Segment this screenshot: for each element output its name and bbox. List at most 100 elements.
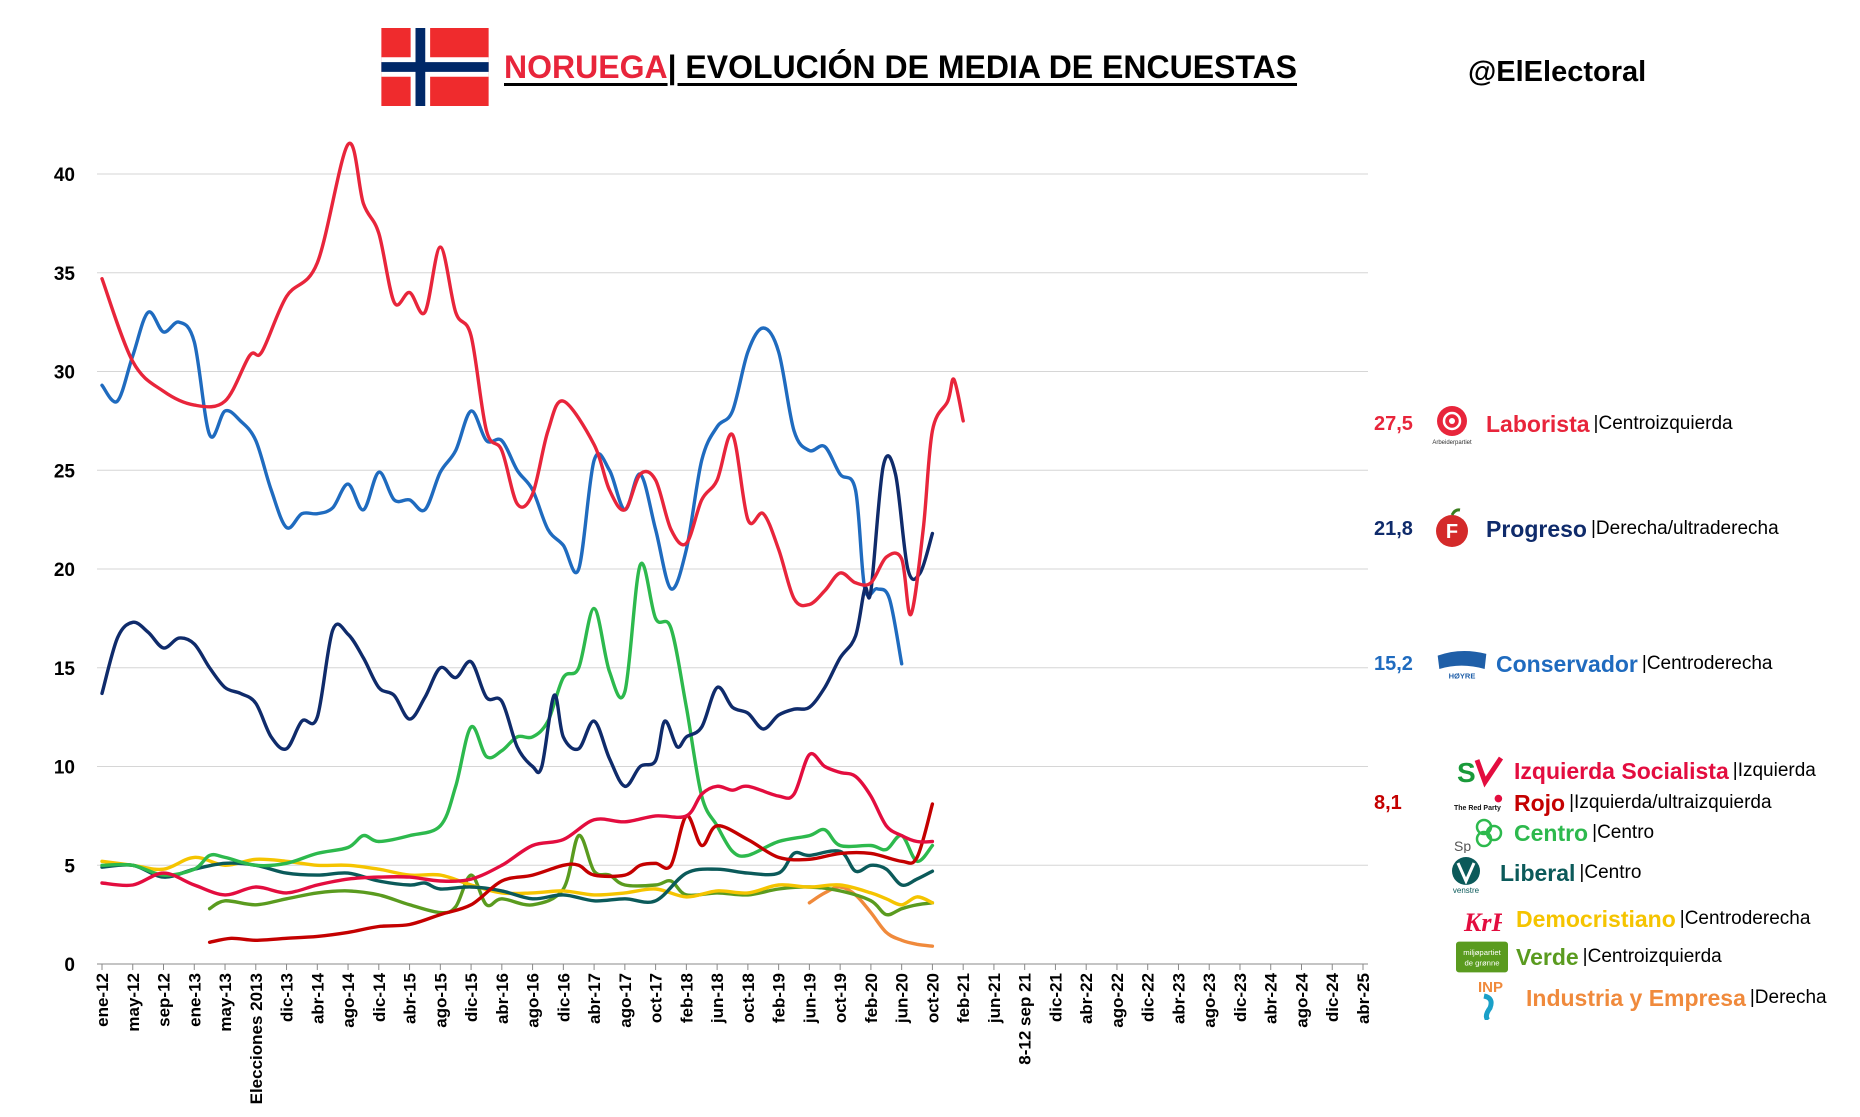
legend-ideology: Derecha/ultraderecha <box>1595 518 1779 539</box>
x-tick-label: jun-21 <box>985 973 1004 1024</box>
series-line-laborista <box>100 141 965 617</box>
legend-item: venstre Liberal | Centro <box>1374 851 1641 895</box>
y-tick-label: 15 <box>54 659 76 680</box>
legend-ideology: Centroizquierda <box>1587 946 1722 967</box>
legend-separator: | <box>1641 653 1647 674</box>
mdg-logo-icon: miljøpartiet de grønne <box>1456 935 1508 979</box>
legend-separator: | <box>1579 862 1585 883</box>
series-line-rojo <box>207 802 935 944</box>
x-tick-label: jun-18 <box>708 973 727 1024</box>
legend-separator: | <box>1732 760 1738 781</box>
x-tick-label: jun-20 <box>893 973 912 1024</box>
x-tick-label: feb-18 <box>677 973 696 1023</box>
x-tick-label: ago-14 <box>339 972 358 1027</box>
y-tick-label: 20 <box>54 560 75 581</box>
legend-separator: | <box>1569 792 1575 813</box>
y-tick-label: 25 <box>54 461 76 482</box>
legend-item: miljøpartiet de grønne Verde | Centroizquie… <box>1374 935 1722 979</box>
red-party-logo-icon: The Red Party <box>1454 781 1506 825</box>
y-tick-label: 35 <box>54 264 76 285</box>
svg-text:Arbeiderpartiet: Arbeiderpartiet <box>1432 440 1472 446</box>
labour-rose-logo-icon: Arbeiderpartiet <box>1426 402 1478 446</box>
x-tick-label: Elecciones 2013 <box>247 973 266 1104</box>
x-tick-label: dic-24 <box>1323 972 1342 1022</box>
legend-separator: | <box>1582 946 1588 967</box>
legend-ideology: Centroizquierda <box>1598 413 1733 434</box>
x-tick-label: ene-12 <box>93 973 112 1027</box>
legend-ideology: Izquierda <box>1737 760 1816 781</box>
y-axis-ticks: 0 5 10 15 20 25 30 35 40 <box>54 165 76 976</box>
x-tick-label: feb-20 <box>862 973 881 1023</box>
svg-text:HØYRE: HØYRE <box>1449 671 1476 680</box>
legend-separator: | <box>1593 413 1599 434</box>
y-tick-label: 30 <box>54 363 75 384</box>
x-tick-label: abr-22 <box>1077 973 1096 1024</box>
x-tick-label: may-12 <box>124 973 143 1032</box>
sv-logo-icon: S <box>1454 749 1506 793</box>
legend-value: 21,8 <box>1374 517 1413 540</box>
series-line-centro <box>100 561 935 877</box>
legend-item: 21,8 F Progreso | Derecha/ultraderecha <box>1374 507 1779 551</box>
y-tick-label: 5 <box>64 856 75 877</box>
legend-party-name: Izquierda Socialista <box>1514 757 1729 784</box>
krf-logo-icon: KrF <box>1456 897 1508 941</box>
x-tick-label: feb-19 <box>770 973 789 1023</box>
svg-text:Sp: Sp <box>1454 838 1471 853</box>
series-line-democristiano <box>100 855 935 907</box>
legend-separator: | <box>1590 518 1596 539</box>
x-tick-label: ago-15 <box>431 973 450 1028</box>
legend-item: INP Industria y Empresa | Derecha <box>1374 976 1827 1020</box>
x-tick-label: abr-23 <box>1169 973 1188 1024</box>
svg-text:KrF: KrF <box>1463 908 1502 937</box>
legend-party-name: Rojo <box>1514 789 1566 816</box>
x-tick-label: dic-13 <box>278 973 297 1022</box>
hoyre-logo-icon: HØYRE <box>1436 642 1488 686</box>
sp-clover-logo-icon: Sp <box>1454 811 1506 855</box>
legend-item: KrF Democristiano| Centroderecha <box>1374 897 1810 941</box>
svg-text:F: F <box>1446 521 1458 543</box>
x-tick-label: feb-21 <box>954 973 973 1023</box>
svg-text:INP: INP <box>1478 979 1503 996</box>
x-tick-label: abr-17 <box>585 973 604 1024</box>
legend-ideology: Izquierda/ultraizquierda <box>1574 792 1772 813</box>
x-tick-label: dic-15 <box>462 973 481 1022</box>
legend-value: 15,2 <box>1374 652 1413 675</box>
series-line-conservador <box>100 310 904 666</box>
series-line-izquierda-socialista <box>100 751 935 897</box>
legend-separator: | <box>1749 987 1755 1008</box>
legend-ideology: Derecha <box>1754 987 1827 1008</box>
svg-text:miljøpartiet: miljøpartiet <box>1463 948 1501 957</box>
series-lines <box>100 141 965 948</box>
x-tick-label: sep-12 <box>155 973 174 1027</box>
x-tick-label: ene-13 <box>185 973 204 1027</box>
x-tick-label: ago-23 <box>1200 973 1219 1028</box>
legend-ideology: Centro <box>1584 862 1642 883</box>
x-tick-label: 8-12 sep 21 <box>1016 973 1035 1065</box>
legend-party-name: Conservador <box>1496 650 1638 677</box>
x-tick-label: abr-15 <box>401 973 420 1024</box>
series-line-progreso <box>100 454 935 788</box>
x-tick-label: ago-22 <box>1108 973 1127 1028</box>
x-tick-label: oct-19 <box>831 973 850 1023</box>
legend-item: 15,2 HØYRE Conservador | Centroderecha <box>1374 642 1773 686</box>
x-tick-label: ago-16 <box>524 973 543 1028</box>
legend-item: 8,1 The Red Party Rojo | Izquierda/ultraizq… <box>1374 781 1772 825</box>
legend-ideology: Centroderecha <box>1684 908 1811 929</box>
legend-party-name: Verde <box>1516 943 1579 970</box>
legend-value: 8,1 <box>1374 791 1402 814</box>
x-tick-label: dic-21 <box>1046 973 1065 1022</box>
legend-ideology: Centroderecha <box>1646 653 1773 674</box>
y-tick-label: 10 <box>54 758 75 779</box>
norway-flag-icon <box>381 28 489 106</box>
legend-party-name: Democristiano <box>1516 905 1676 932</box>
legend-item: 27,5 Arbeiderpartiet Laborista | Centroizqu… <box>1374 402 1733 446</box>
x-tick-label: abr-24 <box>1262 972 1281 1024</box>
x-tick-label: abr-25 <box>1354 973 1373 1024</box>
y-tick-label: 40 <box>54 165 75 186</box>
x-tick-label: dic-14 <box>370 972 389 1022</box>
x-tick-label: dic-22 <box>1139 973 1158 1022</box>
legend-ideology: Centro <box>1597 822 1655 843</box>
x-tick-label: jun-19 <box>800 973 819 1024</box>
chart-title: NORUEGA| EVOLUCIÓN DE MEDIA DE ENCUESTAS <box>504 49 1297 86</box>
